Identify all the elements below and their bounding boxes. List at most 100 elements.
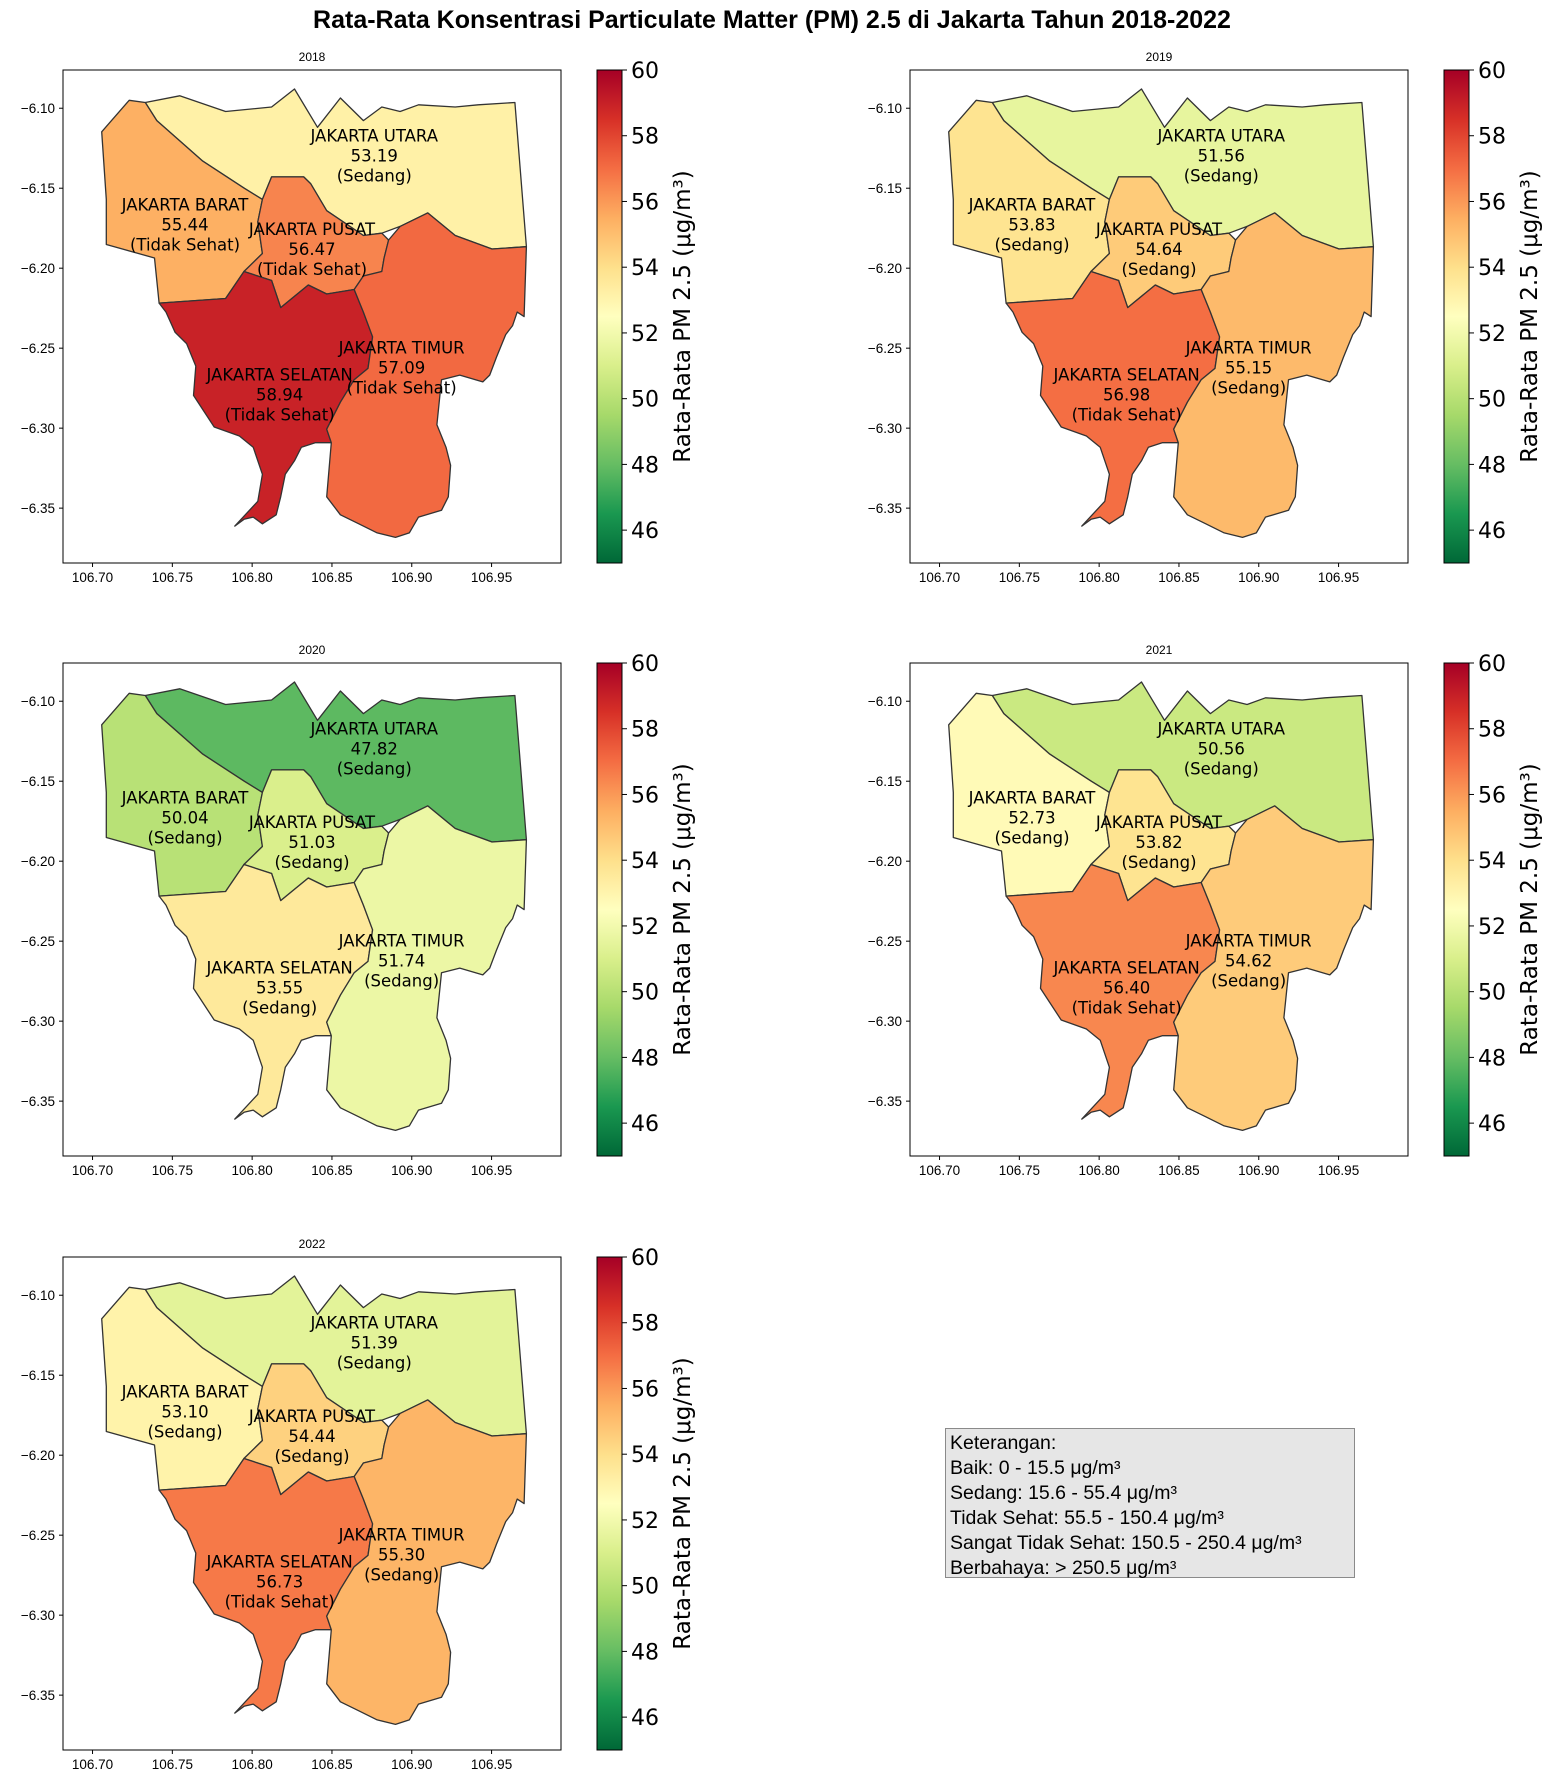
y-tick-label: −6.25 [21, 341, 55, 356]
x-tick-label: 106.80 [231, 570, 272, 585]
region-jakarta-timur [326, 1399, 528, 1726]
colorbar-2020: 46 48 50 52 54 56 58 60 Rata-Rata PM 2.5 (μg/m³) [596, 652, 696, 1157]
y-tick-label: −6.10 [21, 694, 55, 709]
colorbar-tick-label: 60 [631, 1246, 659, 1271]
colorbar-label: Rata-Rata PM 2.5 (μg/m³) [1517, 170, 1543, 462]
colorbar-tick-label: 58 [631, 718, 659, 743]
region-label-name: JAKARTA PUSAT [248, 1407, 376, 1426]
region-jakarta-timur [326, 212, 528, 539]
region-label-category: (Sedang) [1121, 260, 1196, 279]
x-tick-label: 106.85 [1158, 1163, 1199, 1178]
y-tick-label: −6.35 [21, 1688, 55, 1703]
y-tick-label: −6.30 [868, 1014, 902, 1029]
subplot-title: 2019 [1146, 50, 1173, 64]
region-jakarta-timur [326, 805, 528, 1132]
colorbar-tick-label: 50 [1478, 388, 1506, 413]
region-label-name: JAKARTA BARAT [968, 789, 1097, 808]
region-label-category: (Tidak Sehat) [257, 260, 367, 279]
y-tick-label: −6.15 [21, 1368, 55, 1383]
x-tick-label: 106.90 [391, 570, 432, 585]
region-label-name: JAKARTA UTARA [1156, 126, 1285, 145]
colorbar-tick-label: 52 [631, 915, 659, 940]
region-label-category: (Sedang) [337, 166, 412, 185]
region-label-category: (Sedang) [1121, 853, 1196, 872]
map-panel-2020: 2020 106.70 106.75 106.80 106.85 106.90 106.95… [21, 643, 562, 1178]
region-jakarta-selatan [1005, 863, 1221, 1120]
x-tick-label: 106.70 [72, 570, 113, 585]
region-label-value: 56.73 [256, 1573, 303, 1592]
legend-item-baik: Baik: 0 - 15.5 μg/m³ [950, 1457, 1121, 1479]
colorbar-label: Rata-Rata PM 2.5 (μg/m³) [1517, 763, 1543, 1055]
region-label-category: (Tidak Sehat) [130, 236, 240, 255]
region-label-value: 56.40 [1103, 979, 1150, 998]
axes-frame [62, 662, 562, 1157]
map-panel-2022: 2022 106.70 106.75 106.80 106.85 106.90 106.95… [21, 1237, 562, 1772]
region-label-name: JAKARTA SELATAN [1053, 366, 1200, 385]
region-label-category: (Sedang) [337, 759, 412, 778]
region-label-category: (Sedang) [995, 236, 1070, 255]
region-label-name: JAKARTA UTARA [1156, 719, 1285, 738]
region-label-category: (Sedang) [1184, 166, 1259, 185]
region-label-name: JAKARTA SELATAN [206, 1553, 353, 1572]
x-tick-label: 106.95 [471, 570, 512, 585]
region-label-value: 54.44 [288, 1427, 335, 1446]
x-tick-label: 106.85 [311, 570, 352, 585]
x-tick-label: 106.70 [72, 1163, 113, 1178]
colorbar-tick-label: 52 [1478, 322, 1506, 347]
region-label-name: JAKARTA PUSAT [248, 813, 376, 832]
region-label-value: 51.39 [351, 1333, 398, 1352]
region-label-name: JAKARTA TIMUR [338, 931, 465, 950]
y-tick-label: −6.15 [868, 181, 902, 196]
region-jakarta-selatan [1005, 270, 1221, 527]
colorbar-tick-label: 50 [631, 981, 659, 1006]
map-panel-2019: 2019 106.70 106.75 106.80 106.85 106.90 106.95… [868, 50, 1409, 585]
region-label-category: (Sedang) [364, 971, 439, 990]
x-tick-label: 106.80 [1078, 570, 1119, 585]
colorbar-bar [596, 662, 623, 1157]
region-label-category: (Sedang) [995, 829, 1070, 848]
colorbar-tick-label: 54 [631, 849, 659, 874]
y-tick-label: −6.10 [21, 1288, 55, 1303]
y-tick-label: −6.30 [21, 1014, 55, 1029]
colorbar-tick-label: 52 [1478, 915, 1506, 940]
colorbar-tick-label: 48 [1478, 453, 1506, 478]
x-tick-label: 106.90 [1238, 570, 1279, 585]
region-label-value: 53.83 [1008, 216, 1055, 235]
y-tick-label: −6.20 [868, 261, 902, 276]
y-tick-label: −6.30 [21, 1608, 55, 1623]
colorbar-tick-label: 60 [1478, 652, 1506, 677]
figure-title: Rata-Rata Konsentrasi Particulate Matter… [313, 6, 1231, 34]
region-label-name: JAKARTA BARAT [968, 196, 1097, 215]
colorbar-tick-label: 46 [631, 1112, 659, 1137]
y-tick-label: −6.35 [21, 1094, 55, 1109]
y-tick-label: −6.20 [868, 854, 902, 869]
y-tick-label: −6.35 [21, 501, 55, 516]
region-label-name: JAKARTA BARAT [121, 1383, 250, 1402]
x-tick-label: 106.75 [999, 570, 1040, 585]
region-label-name: JAKARTA UTARA [309, 1313, 438, 1332]
keterangan-legend: Keterangan: Baik: 0 - 15.5 μg/m³ Sedang:… [945, 1428, 1355, 1579]
region-label-name: JAKARTA TIMUR [338, 338, 465, 357]
region-label-category: (Sedang) [1184, 759, 1259, 778]
region-jakarta-timur [1173, 212, 1375, 539]
colorbar-bar [1443, 69, 1470, 564]
subplot-title: 2021 [1146, 643, 1173, 657]
colorbar-tick-label: 48 [631, 453, 659, 478]
region-label-value: 50.56 [1198, 739, 1245, 758]
colorbar-tick-label: 50 [631, 388, 659, 413]
region-label-name: JAKARTA SELATAN [206, 366, 353, 385]
colorbar-tick-label: 56 [631, 1377, 659, 1402]
axes-frame [909, 662, 1409, 1157]
region-label-category: (Sedang) [364, 1565, 439, 1584]
region-label-name: JAKARTA TIMUR [338, 1525, 465, 1544]
x-tick-label: 106.95 [1318, 1163, 1359, 1178]
colorbar-tick-label: 52 [631, 322, 659, 347]
y-tick-label: −6.25 [21, 1528, 55, 1543]
x-tick-label: 106.85 [311, 1757, 352, 1772]
map-panel-2018: 2018 106.70 106.75 106.80 106.85 106.90 106.95… [21, 50, 562, 585]
region-label-category: (Sedang) [1211, 971, 1286, 990]
colorbar-tick-label: 54 [1478, 256, 1506, 281]
region-label-category: (Tidak Sehat) [1072, 406, 1182, 425]
region-label-value: 53.55 [256, 979, 303, 998]
colorbar-bar [1443, 662, 1470, 1157]
